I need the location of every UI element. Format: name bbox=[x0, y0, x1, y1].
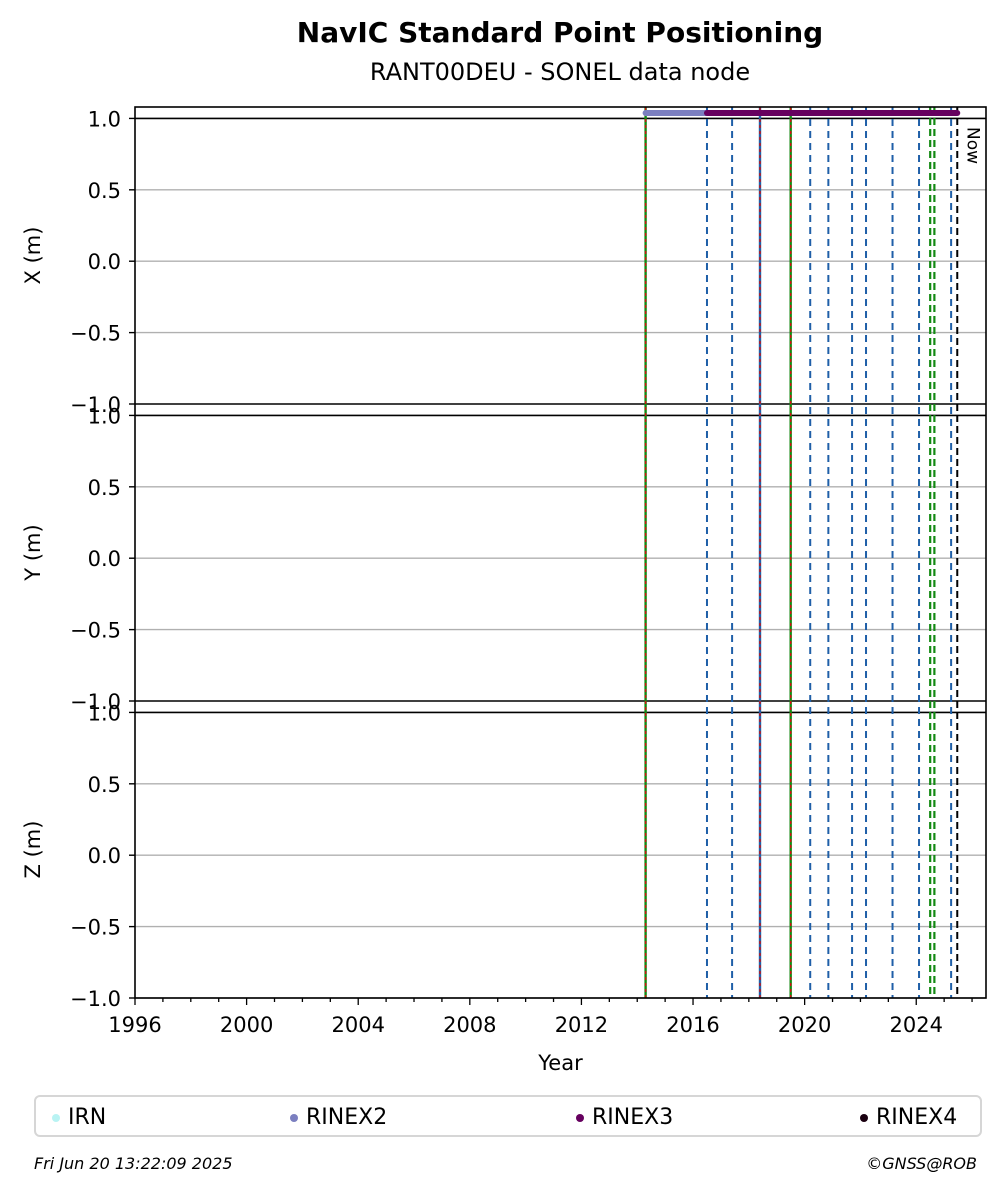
legend-item-rinex4: RINEX4 bbox=[860, 1105, 957, 1130]
y-tick-label-panel1: −0.5 bbox=[70, 322, 121, 346]
footer-credit: ©GNSS@ROB bbox=[866, 1154, 977, 1173]
chart-canvas: 1.0 0.5 0.0 −0.5 −1.0 X (m) 1.0 0.5 0.0 −0.5 −1.0 Y… bbox=[21, 106, 987, 1075]
y-tick-label-panel3: 0.5 bbox=[88, 773, 121, 797]
legend: IRN RINEX2 RINEX3 RINEX4 bbox=[34, 1095, 982, 1137]
x-tick-label: 2020 bbox=[778, 1013, 831, 1037]
y-tick-label-panel3: −0.5 bbox=[70, 916, 121, 940]
y-tick-label-panel2: 0.0 bbox=[88, 547, 121, 571]
y-tick-label-panel3: −1.0 bbox=[70, 987, 121, 1011]
legend-item-irn: IRN bbox=[52, 1105, 106, 1130]
legend-label-rinex4: RINEX4 bbox=[876, 1105, 958, 1130]
y-tick-label-panel2: 1.0 bbox=[88, 404, 121, 428]
y-tick-label-panel2: 0.5 bbox=[88, 476, 121, 500]
y-tick-label-panel3: 0.0 bbox=[88, 844, 121, 868]
chart-subtitle: RANT00DEU - SONEL data node bbox=[369, 58, 751, 86]
now-label: Now bbox=[962, 127, 982, 164]
legend-marker-irn bbox=[52, 1113, 60, 1122]
legend-label-rinex3: RINEX3 bbox=[592, 1105, 674, 1130]
y-tick-label-panel1: 1.0 bbox=[88, 107, 121, 131]
x-tick-label: 1996 bbox=[108, 1013, 161, 1037]
legend-marker-rinex4 bbox=[860, 1113, 868, 1122]
x-tick-label: 2024 bbox=[890, 1013, 943, 1037]
legend-marker-rinex3 bbox=[576, 1113, 584, 1122]
x-tick-label: 2000 bbox=[220, 1013, 273, 1037]
y-tick-label-panel2: −0.5 bbox=[70, 619, 121, 643]
y-tick-label-panel3: 1.0 bbox=[88, 701, 121, 725]
y-tick-label-panel1: 0.5 bbox=[88, 179, 121, 203]
y-axis-label-panel2: Y (m) bbox=[21, 524, 45, 581]
footer-timestamp: Fri Jun 20 13:22:09 2025 bbox=[34, 1154, 233, 1173]
x-tick-label: 2016 bbox=[666, 1013, 719, 1037]
legend-marker-rinex2 bbox=[290, 1113, 298, 1122]
chart-title: NavIC Standard Point Positioning bbox=[296, 16, 824, 49]
plot-frame bbox=[134, 106, 987, 999]
legend-label-rinex2: RINEX2 bbox=[306, 1105, 388, 1130]
y-tick-label-panel1: −1.0 bbox=[70, 393, 121, 417]
legend-item-rinex2: RINEX2 bbox=[290, 1105, 387, 1130]
y-tick-label-panel1: 0.0 bbox=[88, 250, 121, 274]
x-tick-label: 2008 bbox=[443, 1013, 496, 1037]
y-tick-label-panel2: −1.0 bbox=[70, 690, 121, 714]
x-axis-label: Year bbox=[537, 1051, 583, 1075]
y-axis-label-panel3: Z (m) bbox=[21, 821, 45, 879]
legend-item-rinex3: RINEX3 bbox=[576, 1105, 673, 1130]
x-tick-label: 2004 bbox=[331, 1013, 384, 1037]
y-axis-label-panel1: X (m) bbox=[21, 227, 45, 285]
x-tick-label: 2012 bbox=[555, 1013, 608, 1037]
legend-label-irn: IRN bbox=[68, 1105, 107, 1130]
